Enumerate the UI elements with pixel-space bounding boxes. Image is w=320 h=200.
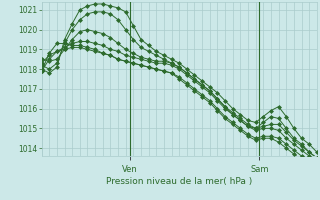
X-axis label: Pression niveau de la mer( hPa ): Pression niveau de la mer( hPa ) xyxy=(106,177,252,186)
